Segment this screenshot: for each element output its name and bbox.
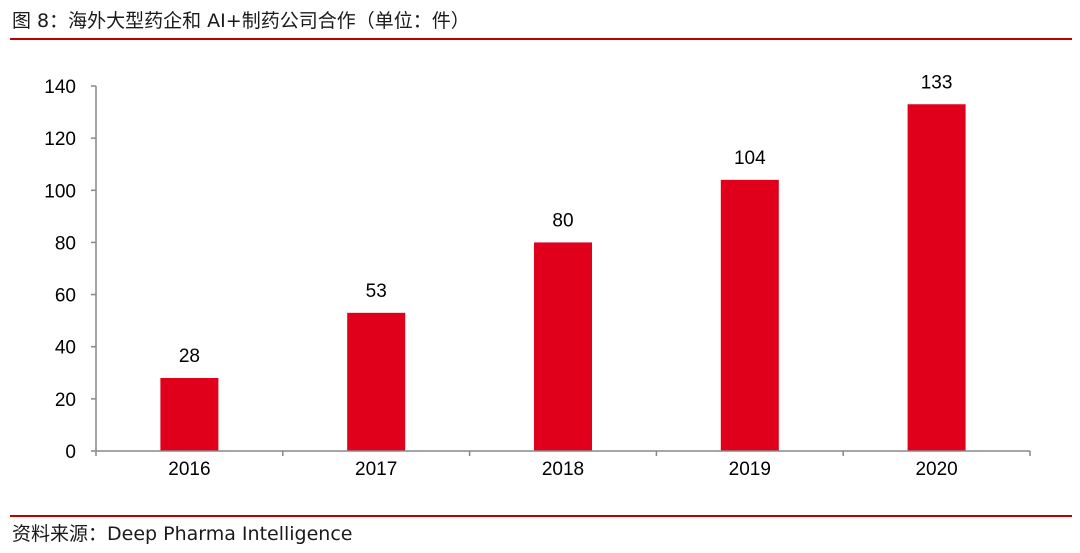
source-note: 资料来源：Deep Pharma Intelligence <box>12 523 353 545</box>
data-labels: 28 53 80 104 133 <box>179 72 953 367</box>
x-axis-ticks: 2016 2017 2018 2019 2020 <box>95 451 1031 480</box>
y-axis-ticks: 0 20 40 60 80 100 120 140 <box>44 77 96 463</box>
y-tick-label: 140 <box>44 77 76 98</box>
y-tick-label: 120 <box>44 129 76 150</box>
y-tick-label: 100 <box>44 181 76 202</box>
bar-2020 <box>907 104 966 451</box>
footer-divider <box>10 515 1072 517</box>
figure-title: 图 8：海外大型药企和 AI+制药公司合作（单位：件） <box>12 10 470 32</box>
bar-2019 <box>720 179 779 451</box>
title-divider <box>10 38 1072 40</box>
y-tick-label: 20 <box>55 390 76 411</box>
y-tick-label: 0 <box>65 442 76 463</box>
bar-series <box>160 104 966 451</box>
bar-2017 <box>347 312 406 451</box>
bar-chart: 0 20 40 60 80 100 120 140 28 53 80 104 133 2016 2017… <box>44 72 1031 480</box>
x-tick-label-2020: 2020 <box>915 459 957 480</box>
y-tick-label: 60 <box>55 286 76 307</box>
data-label-2017: 53 <box>366 281 387 302</box>
x-tick-label-2018: 2018 <box>542 459 584 480</box>
bar-2018 <box>534 242 592 451</box>
x-tick-label-2017: 2017 <box>355 459 397 480</box>
data-label-2019: 104 <box>734 148 766 169</box>
x-tick-label-2016: 2016 <box>168 459 210 480</box>
data-label-2016: 28 <box>179 346 200 367</box>
y-tick-label: 80 <box>55 233 76 254</box>
bar-2016 <box>160 378 219 451</box>
data-label-2018: 80 <box>552 210 573 231</box>
x-tick-label-2019: 2019 <box>729 459 771 480</box>
y-tick-label: 40 <box>55 338 76 359</box>
data-label-2020: 133 <box>921 72 953 93</box>
